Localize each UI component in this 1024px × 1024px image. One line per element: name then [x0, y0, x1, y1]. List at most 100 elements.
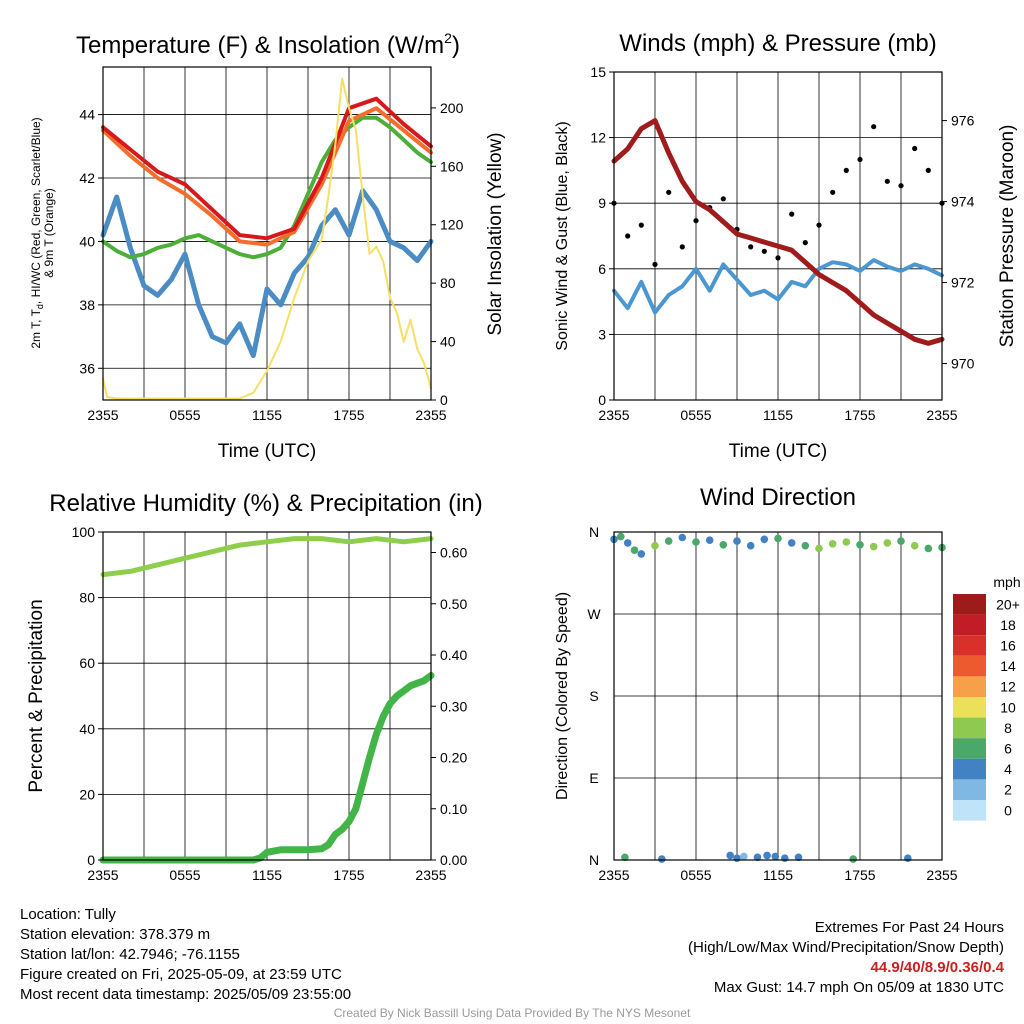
- wind-direction-point: [781, 854, 789, 862]
- direction-tick-label: N: [589, 524, 599, 540]
- temperature-x-tick-label: 2355: [87, 407, 118, 423]
- gust-point: [693, 218, 699, 224]
- wind-direction-point: [637, 550, 646, 558]
- sonic-wind-line: [612, 258, 944, 315]
- colorbar-label: 0: [1004, 802, 1012, 818]
- wind-direction-point: [726, 851, 734, 860]
- humidity-grid: [103, 532, 431, 860]
- insolation-right-tick-label: 80: [440, 275, 456, 291]
- colorbar-label: 4: [1004, 761, 1012, 777]
- pressure-right-tick-label: 976: [951, 113, 975, 129]
- dewpoint-line: [100, 188, 434, 359]
- temperature-insolation-panel: Temperature (F) & Insolation (W/m2) 2355…: [29, 30, 506, 462]
- figure-created: Figure created on Fri, 2025-05-09, at 23…: [20, 966, 342, 983]
- extremes-info: Extremes For Past 24 Hours (High/Low/Max…: [688, 918, 1004, 998]
- precipitation-right-tick-label: 0.40: [440, 647, 467, 663]
- colorbar-label: 20+: [996, 596, 1020, 612]
- winds-x-tick-label: 2355: [598, 407, 629, 423]
- wind-direction-point: [617, 532, 625, 541]
- wind-direction-point: [678, 533, 687, 542]
- winds-x-tick-label: 1155: [763, 407, 793, 423]
- gust-point: [857, 156, 863, 163]
- humidity-y-tick-label: 20: [79, 786, 95, 802]
- colorbar-swatch: [953, 655, 986, 677]
- svg-text:2m T, Td, HI/WC (Red, Green, S: 2m T, Td, HI/WC (Red, Green, Scarlet/Blu…: [29, 117, 45, 348]
- temperature-y-tick-label: 40: [79, 233, 95, 249]
- direction-tick-label: E: [589, 770, 598, 786]
- precipitation-right-tick-label: 0.00: [440, 852, 467, 868]
- wind-direction-x-tick-label: 2355: [926, 867, 957, 883]
- temperature-y-tick-label: 38: [79, 297, 95, 313]
- colorbar-label: 14: [1000, 658, 1016, 674]
- winds-x-tick-label: 1755: [844, 407, 875, 423]
- wind-direction-point: [801, 541, 810, 550]
- colorbar-swatch: [953, 697, 986, 718]
- gust-point: [830, 189, 836, 195]
- winds-plot-frame: [613, 71, 943, 401]
- wind-direction-point: [904, 854, 912, 862]
- insolation-line: [102, 77, 432, 400]
- wind-direction-point: [664, 537, 673, 545]
- colorbar-label: 12: [1000, 679, 1016, 695]
- wind-direction-point: [658, 855, 666, 863]
- station-location: Location: Tully: [20, 906, 116, 923]
- insolation-right-tick-label: 0: [440, 392, 448, 408]
- temperature-x-axis-label: Time (UTC): [218, 441, 317, 462]
- wind-direction-y-axis-label: Direction (Colored By Speed): [554, 592, 571, 800]
- gust-point: [748, 244, 754, 250]
- colorbar-label: 6: [1004, 741, 1012, 757]
- colorbar-unit-label: mph: [993, 574, 1020, 590]
- gust-point: [625, 233, 631, 239]
- humidity-plot-frame: [102, 531, 432, 861]
- insolation-right-tick-label: 160: [440, 158, 464, 174]
- humidity-x-tick-label: 1755: [333, 867, 364, 883]
- wind-direction-chart-title: Wind Direction: [700, 484, 856, 511]
- svg-text:& 9m T (Orange): & 9m T (Orange): [42, 188, 56, 278]
- gust-point: [912, 145, 918, 152]
- gust-point: [925, 167, 931, 173]
- colorbar-swatch: [953, 676, 986, 697]
- humidity-y-tick-label: 100: [72, 524, 96, 540]
- insolation-y-axis-label: Solar Insolation (Yellow): [485, 132, 506, 335]
- gust-point: [843, 167, 849, 173]
- colorbar-label: 18: [1000, 617, 1016, 633]
- colorbar-label: 10: [1000, 699, 1016, 715]
- winds-y-tick-label: 0: [598, 392, 606, 408]
- humidity-x-tick-label: 1155: [252, 867, 282, 883]
- colorbar-swatch: [953, 614, 986, 636]
- gust-point: [775, 255, 781, 261]
- winds-y-tick-label: 15: [590, 64, 606, 80]
- wind-direction-point: [760, 535, 769, 544]
- wind-direction-point: [910, 541, 919, 550]
- pressure-y-axis-label: Station Pressure (Maroon): [997, 125, 1018, 348]
- winds-y-axis-label: Sonic Wind & Gust (Blue, Black): [554, 121, 571, 350]
- temperature-y-tick-label: 44: [79, 107, 95, 123]
- temperature-y-tick-label: 36: [79, 360, 95, 376]
- temperature-plot-frame: [102, 66, 432, 401]
- precipitation-right-tick-label: 0.10: [440, 801, 467, 817]
- temperature-series-layer: [100, 77, 434, 400]
- humidity-chart-title: Relative Humidity (%) & Precipitation (i…: [49, 490, 482, 517]
- speed-colorbar: mph 20+ 18 16 14 12 10 8 6 4 2 0: [953, 574, 1021, 821]
- winds-series-layer: [611, 118, 945, 346]
- direction-tick-label: S: [589, 688, 598, 704]
- station-latlon: Station lat/lon: 42.7946; -76.1155: [20, 946, 240, 963]
- heat-index-line: [101, 115, 433, 260]
- gust-point: [802, 240, 808, 246]
- colorbar-swatch: [953, 717, 986, 739]
- wind-direction-panel: Wind Direction 2355 0555 1155 1755 2355NESWN…: [554, 484, 1021, 883]
- credit-line: Created By Nick Bassill Using Data Provi…: [333, 1006, 691, 1020]
- winds-x-tick-label: 0555: [680, 407, 711, 423]
- wind-direction-x-tick-label: 1755: [844, 867, 875, 883]
- winds-y-tick-label: 3: [598, 326, 606, 342]
- humidity-ticks: 2355 0555 1155 1755 23550204060801000.000.10…: [72, 524, 468, 883]
- direction-tick-label: W: [587, 606, 601, 622]
- gust-point: [816, 222, 822, 228]
- humidity-precip-panel: Relative Humidity (%) & Precipitation (i…: [26, 490, 483, 883]
- wind-direction-x-tick-label: 2355: [598, 867, 629, 883]
- gust-point: [884, 178, 890, 184]
- wind-direction-point: [705, 536, 714, 544]
- temperature-x-tick-label: 1155: [252, 407, 282, 423]
